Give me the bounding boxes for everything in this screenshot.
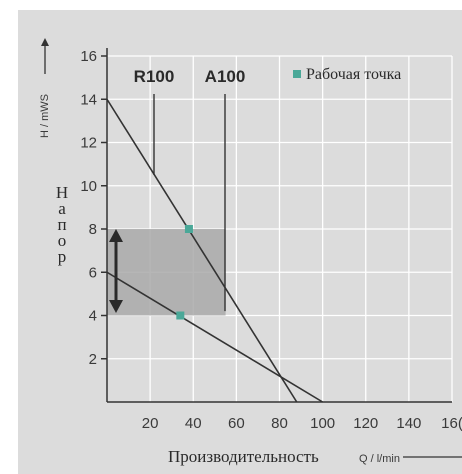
y-tick-label: 16 — [80, 48, 97, 65]
pump-curves — [106, 98, 324, 403]
series-label-leaders — [153, 94, 226, 312]
operating-range-arrow — [109, 229, 123, 313]
y-axis-title-letter: а — [58, 199, 66, 218]
x-tick-label: 40 — [185, 415, 202, 432]
tick-labels: 20 40 60 80 100 120 140 16( 2 4 6 8 10 12 14 16 — [80, 48, 462, 432]
y-axis-arrow — [41, 38, 49, 74]
y-tick-label: 6 — [89, 264, 97, 281]
x-tick-label: 140 — [396, 415, 421, 432]
x-axis-unit-label: Q / l/min — [359, 453, 400, 465]
y-tick-label: 14 — [80, 91, 97, 108]
x-tick-label: 80 — [271, 415, 288, 432]
series-label-a100: A100 — [205, 67, 246, 86]
x-tick-label: 16( — [441, 415, 462, 432]
x-axis-title: Производительность — [168, 447, 319, 466]
x-tick-label: 100 — [310, 415, 335, 432]
series-label-r100: R100 — [134, 67, 175, 86]
y-tick-label: 4 — [89, 308, 97, 325]
y-axis-title-letter: Н — [56, 183, 68, 202]
operating-range-band — [107, 229, 226, 316]
operating-points — [176, 225, 193, 320]
y-axis-title-letter: о — [58, 231, 67, 250]
chart-panel-background — [18, 10, 462, 474]
y-axis-title-letter: р — [58, 247, 67, 266]
x-tick-label: 120 — [353, 415, 378, 432]
y-tick-label: 10 — [80, 178, 97, 195]
axes — [101, 48, 452, 403]
operating-point-r100 — [176, 311, 185, 320]
y-axis-title-letter: п — [57, 215, 66, 234]
series-labels: R100 A100 — [134, 67, 246, 86]
y-tick-label: 2 — [89, 351, 97, 368]
curve-a100 — [106, 98, 298, 403]
operating-point-a100 — [184, 225, 193, 233]
x-tick-label: 20 — [142, 415, 159, 432]
grid-lines — [107, 55, 453, 402]
legend-label-operating-point: Рабочая точка — [306, 66, 401, 83]
x-tick-label: 60 — [228, 415, 245, 432]
y-tick-label: 8 — [89, 221, 97, 238]
y-tick-label: 12 — [80, 135, 97, 152]
legend-marker-operating-point — [293, 70, 301, 78]
curve-r100 — [106, 271, 324, 403]
legend: Рабочая точка — [293, 66, 401, 83]
y-axis-unit-label: H / mWS — [39, 94, 51, 138]
